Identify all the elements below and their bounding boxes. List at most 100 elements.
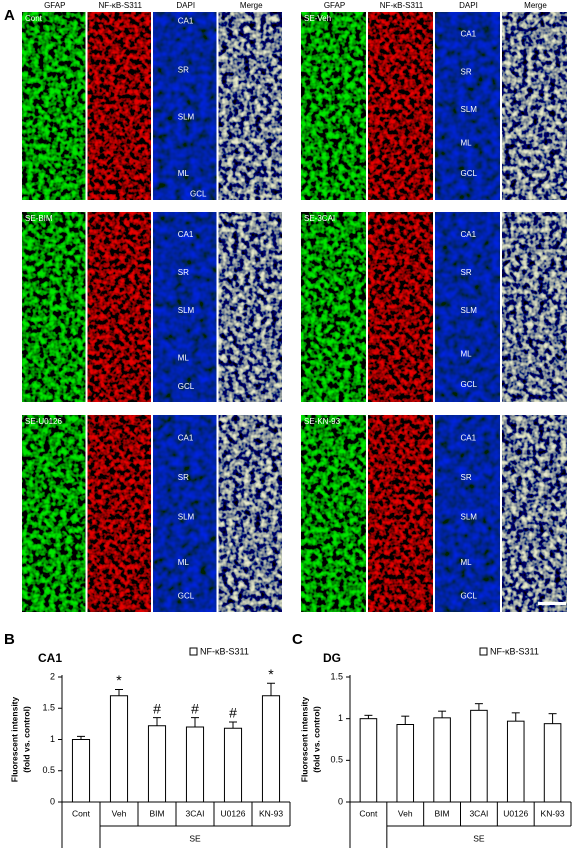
panel-label: A [4,7,15,24]
x-tick-label: 3CAI [186,808,205,818]
region-label: SR [178,65,189,74]
micrograph-signal [368,415,433,612]
x-tick-label: BIM [435,808,450,818]
y-axis-label: (fold vs. control) [311,706,321,773]
y-tick-label: 1 [50,734,55,744]
micrograph-signal [153,212,217,402]
micrograph-signal [301,12,366,200]
x-tick-label: Cont [72,808,91,818]
region-label: GCL [178,591,195,600]
micrograph-signal [435,12,500,200]
region-label: SLM [178,513,195,522]
region-label: CA1 [178,230,194,239]
region-label: SLM [178,306,195,315]
region-label: ML [178,558,190,567]
group-label: SE [473,833,485,843]
region-label: GCL [190,189,207,198]
micrograph-signal [301,415,366,612]
column-header: GFAP [44,1,65,10]
bar [359,718,378,803]
region-label: SLM [178,112,195,121]
y-tick-label: 0 [338,796,343,806]
region-label: ML [178,169,190,178]
x-tick-label: U0126 [220,808,245,818]
region-label: SR [461,473,472,482]
micrograph-signal [218,415,282,612]
region-label: SR [178,268,189,277]
column-header: NF-κB-S311 [380,1,424,10]
significance-mark: # [229,705,237,721]
group-label: SE [189,833,201,843]
y-axis-label: (fold vs. control) [21,706,31,773]
bar [185,726,205,803]
region-label: SLM [461,105,478,114]
x-tick-label: BIM [149,808,164,818]
x-tick-label: KN-93 [259,808,283,818]
group-name: SE-BIM [25,214,53,223]
y-tick-label: 2 [50,671,55,681]
micrograph-signal [87,415,151,612]
micrograph-signal [435,415,500,612]
micrograph-signal [218,212,282,402]
y-tick-label: 1 [338,713,343,723]
column-header: DAPI [176,1,195,10]
chart-title: CA1 [38,651,62,665]
legend-swatch [479,647,488,656]
x-tick-label: Veh [398,808,413,818]
column-header: Merge [240,1,263,10]
region-label: CA1 [461,434,477,443]
micrograph-signal [502,212,567,402]
micrograph-signal [218,12,282,200]
region-label: SR [461,268,472,277]
y-axis-label: Fluorescent intensity [9,696,19,782]
region-label: ML [461,139,473,148]
region-label: ML [178,353,190,362]
region-label: GCL [461,591,478,600]
bar [433,717,451,803]
y-tick-label: 0 [50,796,55,806]
micrograph-signal [22,12,86,200]
significance-mark: # [191,700,199,716]
micrograph-signal [153,415,217,612]
bar [470,709,488,803]
micrograph-signal [301,212,366,402]
column-header: Merge [524,1,547,10]
region-label: SR [461,67,472,76]
significance-mark: * [268,666,274,682]
region-label: ML [461,350,473,359]
x-tick-label: 3CAI [469,808,488,818]
micrograph-signal [153,12,217,200]
micrograph-signal [502,415,567,612]
group-name: SE-U0126 [25,417,62,426]
x-tick-label: KN-93 [541,808,565,818]
region-label: SLM [461,306,478,315]
panel-label: C [292,631,303,648]
region-label: CA1 [178,434,194,443]
x-tick-label: Veh [112,808,127,818]
x-tick-label: Cont [359,808,378,818]
legend-label: NF-κB-S311 [200,646,249,656]
micrograph-signal [435,212,500,402]
region-label: CA1 [461,30,477,39]
region-label: SR [178,473,189,482]
column-header: NF-κB-S311 [99,1,143,10]
bar [396,724,415,803]
group-name: SE-Veh [304,14,331,23]
group-name: SE-3CAI [304,214,335,223]
y-tick-label: 0.5 [42,765,55,775]
region-label: GCL [461,380,478,389]
y-tick-label: 0.5 [330,755,343,765]
region-label: GCL [461,169,478,178]
micrograph-signal [22,415,86,612]
micrograph-signal [368,212,433,402]
scale-bar [538,602,566,605]
x-tick-label: U0126 [503,808,528,818]
chart-title: DG [323,651,341,665]
region-label: SLM [461,513,478,522]
micrograph-signal [502,12,567,200]
group-name: SE-KN-93 [304,417,341,426]
bar [261,695,281,803]
micrograph-signal [22,212,86,402]
bar [223,727,243,803]
panel-label: B [4,631,15,648]
